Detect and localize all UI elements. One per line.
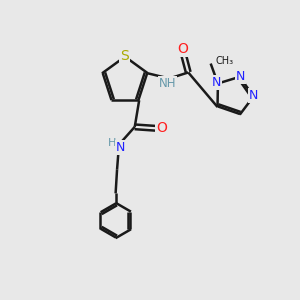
- Text: O: O: [156, 121, 167, 135]
- Text: O: O: [178, 42, 188, 56]
- Text: H: H: [108, 138, 116, 148]
- Text: N: N: [236, 70, 245, 83]
- Text: N: N: [212, 76, 221, 89]
- Text: N: N: [249, 89, 259, 102]
- Text: S: S: [121, 49, 129, 63]
- Text: NH: NH: [159, 76, 176, 90]
- Text: N: N: [116, 141, 126, 154]
- Text: CH₃: CH₃: [216, 56, 234, 66]
